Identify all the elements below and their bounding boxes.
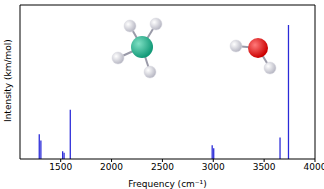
svg-text:2000: 2000 — [100, 162, 123, 172]
svg-text:Frequency (cm⁻¹): Frequency (cm⁻¹) — [128, 179, 206, 189]
svg-text:4000: 4000 — [304, 162, 316, 172]
svg-text:3500: 3500 — [253, 162, 276, 172]
svg-text:1500: 1500 — [49, 162, 72, 172]
svg-text:2500: 2500 — [151, 162, 174, 172]
svg-text:Intensity (km/mol): Intensity (km/mol) — [8, 39, 13, 122]
svg-text:3000: 3000 — [202, 162, 225, 172]
